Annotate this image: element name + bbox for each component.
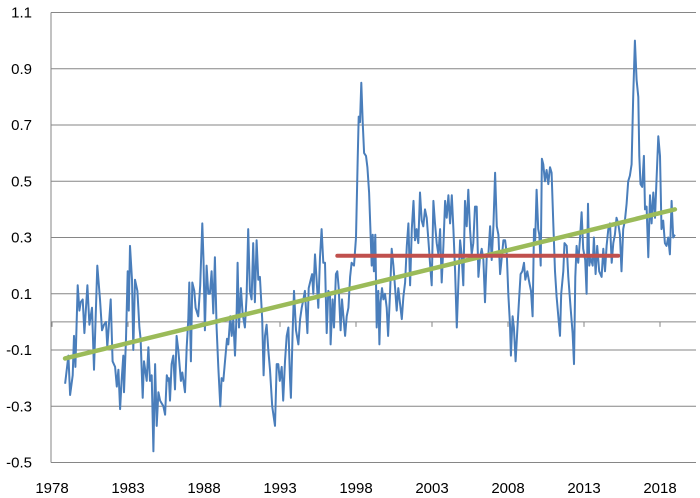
y-tick-label: 0.5 bbox=[11, 173, 32, 190]
y-tick-label: -0.3 bbox=[6, 398, 32, 415]
y-tick-label: 0.3 bbox=[11, 230, 32, 247]
y-tick-label: 0.1 bbox=[11, 286, 32, 303]
anomaly-line bbox=[64, 39, 676, 453]
x-tick-label: 2003 bbox=[415, 480, 448, 497]
x-tick-label: 1988 bbox=[187, 480, 220, 497]
y-tick-label: -0.1 bbox=[6, 342, 32, 359]
x-tick-label: 1978 bbox=[35, 480, 68, 497]
x-tick-label: 1993 bbox=[263, 480, 296, 497]
y-tick-label: 0.9 bbox=[11, 61, 32, 78]
y-axis-tick-labels: 1.1 0.9 0.7 0.5 0.3 0.1 -0.1 -0.3 -0.5 bbox=[6, 5, 32, 472]
y-tick-label: 1.1 bbox=[11, 5, 32, 22]
x-tick-label: 1983 bbox=[111, 480, 144, 497]
y-tick-label: 0.7 bbox=[11, 117, 32, 134]
plot-series bbox=[62, 39, 678, 453]
x-tick-label: 2008 bbox=[491, 480, 524, 497]
trend-line bbox=[62, 207, 678, 361]
y-tick-label: -0.5 bbox=[6, 455, 32, 472]
x-tick-label: 1998 bbox=[339, 480, 372, 497]
x-tick-label: 2013 bbox=[567, 480, 600, 497]
x-axis-zero-line bbox=[51, 321, 696, 327]
x-axis-tick-labels: 1978 1983 1988 1993 1998 2003 2008 2013 2018 bbox=[35, 480, 676, 497]
x-tick-label: 2018 bbox=[643, 480, 676, 497]
